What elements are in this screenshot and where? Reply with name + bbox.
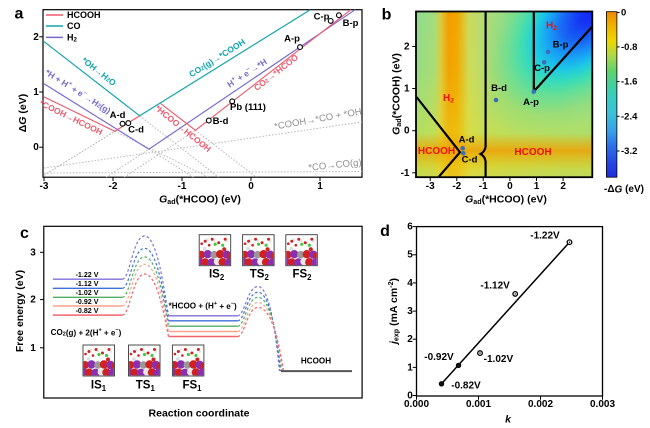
svg-text:-1.6: -1.6 (621, 77, 637, 88)
svg-text:0: 0 (407, 391, 413, 402)
svg-text:a: a (15, 6, 24, 23)
svg-text:2: 2 (404, 42, 410, 53)
svg-text:Gad(*HCOO) (eV): Gad(*HCOO) (eV) (465, 194, 547, 207)
svg-text:*CO→CO(g): *CO→CO(g) (308, 157, 362, 174)
svg-text:d: d (380, 223, 390, 240)
svg-text:b: b (382, 7, 392, 24)
svg-text:IS1: IS1 (91, 380, 107, 393)
svg-text:C-p: C-p (314, 12, 330, 23)
svg-text:3: 3 (407, 306, 413, 317)
svg-text:IS2: IS2 (209, 269, 225, 282)
svg-text:-0.82V: -0.82V (451, 380, 481, 391)
svg-text:*HCOO + (H+ + e−): *HCOO + (H+ + e−) (169, 301, 237, 311)
svg-text:H2: H2 (67, 32, 78, 43)
svg-text:CO2(g) + 2(H+ + e−): CO2(g) + 2(H+ + e−) (51, 328, 122, 338)
svg-text:0.003: 0.003 (590, 399, 615, 410)
svg-text:C-p: C-p (534, 63, 550, 74)
svg-text:1: 1 (404, 84, 410, 95)
svg-text:-0.82 V: -0.82 V (76, 307, 99, 315)
svg-text:3: 3 (30, 247, 36, 258)
svg-text:1: 1 (407, 362, 413, 373)
svg-text:*OH→H2O: *OH→H2O (80, 55, 118, 88)
svg-text:HCOOH: HCOOH (67, 10, 101, 20)
svg-text:A-d: A-d (459, 135, 475, 146)
svg-text:Free energy (eV): Free energy (eV) (14, 270, 26, 352)
svg-text:-1.02V: -1.02V (484, 354, 514, 365)
svg-text:2: 2 (30, 295, 36, 306)
svg-text:-3: -3 (40, 181, 49, 192)
svg-text:-0.92 V: -0.92 V (76, 298, 99, 306)
svg-text:-1: -1 (178, 181, 187, 192)
svg-text:Gad(*HCOO) (eV): Gad(*HCOO) (eV) (159, 194, 241, 207)
svg-text:H2: H2 (546, 21, 557, 32)
svg-text:ΔG (eV): ΔG (eV) (17, 94, 29, 132)
svg-text:2: 2 (33, 32, 39, 43)
svg-text:-1.22V: -1.22V (530, 231, 560, 242)
svg-text:0: 0 (404, 126, 410, 137)
svg-text:0.000: 0.000 (404, 399, 429, 410)
svg-text:HCOOH: HCOOH (301, 357, 331, 366)
svg-text:Gad(*COOH) (eV): Gad(*COOH) (eV) (391, 53, 404, 135)
svg-text:jexp (mA cm-2): jexp (mA cm-2) (387, 278, 401, 346)
svg-text:2: 2 (560, 181, 566, 192)
svg-text:0: 0 (621, 8, 626, 19)
svg-text:B-p: B-p (553, 40, 569, 51)
svg-text:C-d: C-d (462, 155, 478, 166)
svg-text:TS1: TS1 (136, 380, 156, 393)
svg-text:B-p: B-p (343, 18, 359, 29)
svg-text:0.002: 0.002 (528, 399, 553, 410)
svg-text:1: 1 (33, 87, 39, 98)
svg-text:-1.02 V: -1.02 V (76, 289, 99, 297)
svg-text:-1.22 V: -1.22 V (76, 271, 99, 279)
svg-text:k: k (505, 414, 512, 426)
svg-text:*HCOO→HCOOH: *HCOO→HCOOH (153, 103, 213, 154)
svg-text:-3.2: -3.2 (621, 146, 637, 157)
svg-text:Pb (111): Pb (111) (230, 102, 266, 113)
svg-text:0.001: 0.001 (466, 399, 491, 410)
svg-text:-1.12 V: -1.12 V (76, 280, 99, 288)
svg-text:c: c (20, 225, 29, 242)
svg-text:0: 0 (33, 142, 39, 153)
svg-text:Reaction coordinate: Reaction coordinate (149, 408, 250, 420)
svg-text:1: 1 (30, 343, 36, 354)
svg-text:0: 0 (507, 181, 513, 192)
svg-text:2: 2 (407, 334, 413, 345)
svg-text:-1.12V: -1.12V (480, 281, 510, 292)
svg-text:TS2: TS2 (250, 269, 270, 282)
svg-text:*COOH→*CO + *OH: *COOH→*CO + *OH (274, 106, 363, 132)
svg-text:-2.4: -2.4 (621, 111, 638, 122)
svg-text:B-d: B-d (213, 116, 229, 127)
svg-text:-1: -1 (479, 181, 488, 192)
svg-text:CO: CO (67, 21, 81, 31)
svg-text:HCOOH: HCOOH (514, 147, 551, 158)
svg-text:1: 1 (534, 181, 540, 192)
svg-text:A-p: A-p (523, 97, 539, 108)
svg-text:-0.92V: -0.92V (424, 352, 454, 363)
svg-text:HCOOH: HCOOH (418, 146, 455, 157)
svg-text:-2: -2 (452, 181, 461, 192)
svg-text:B-d: B-d (491, 83, 507, 94)
svg-text:FS1: FS1 (182, 380, 202, 393)
svg-text:5: 5 (407, 250, 413, 261)
svg-text:-2: -2 (109, 181, 118, 192)
svg-text:C-d: C-d (128, 125, 144, 136)
svg-text:-0.8: -0.8 (621, 42, 637, 53)
svg-text:A-p: A-p (284, 34, 300, 45)
svg-text:6: 6 (407, 222, 413, 233)
svg-text:H2: H2 (443, 93, 454, 104)
svg-text:A-d: A-d (110, 110, 126, 121)
svg-text:4: 4 (407, 278, 413, 289)
svg-text:-3: -3 (426, 181, 435, 192)
svg-text:-1: -1 (401, 168, 410, 179)
svg-text:FS2: FS2 (292, 269, 312, 282)
svg-text:-ΔG (eV): -ΔG (eV) (604, 184, 644, 195)
svg-text:1: 1 (317, 181, 323, 192)
svg-text:0: 0 (248, 181, 254, 192)
